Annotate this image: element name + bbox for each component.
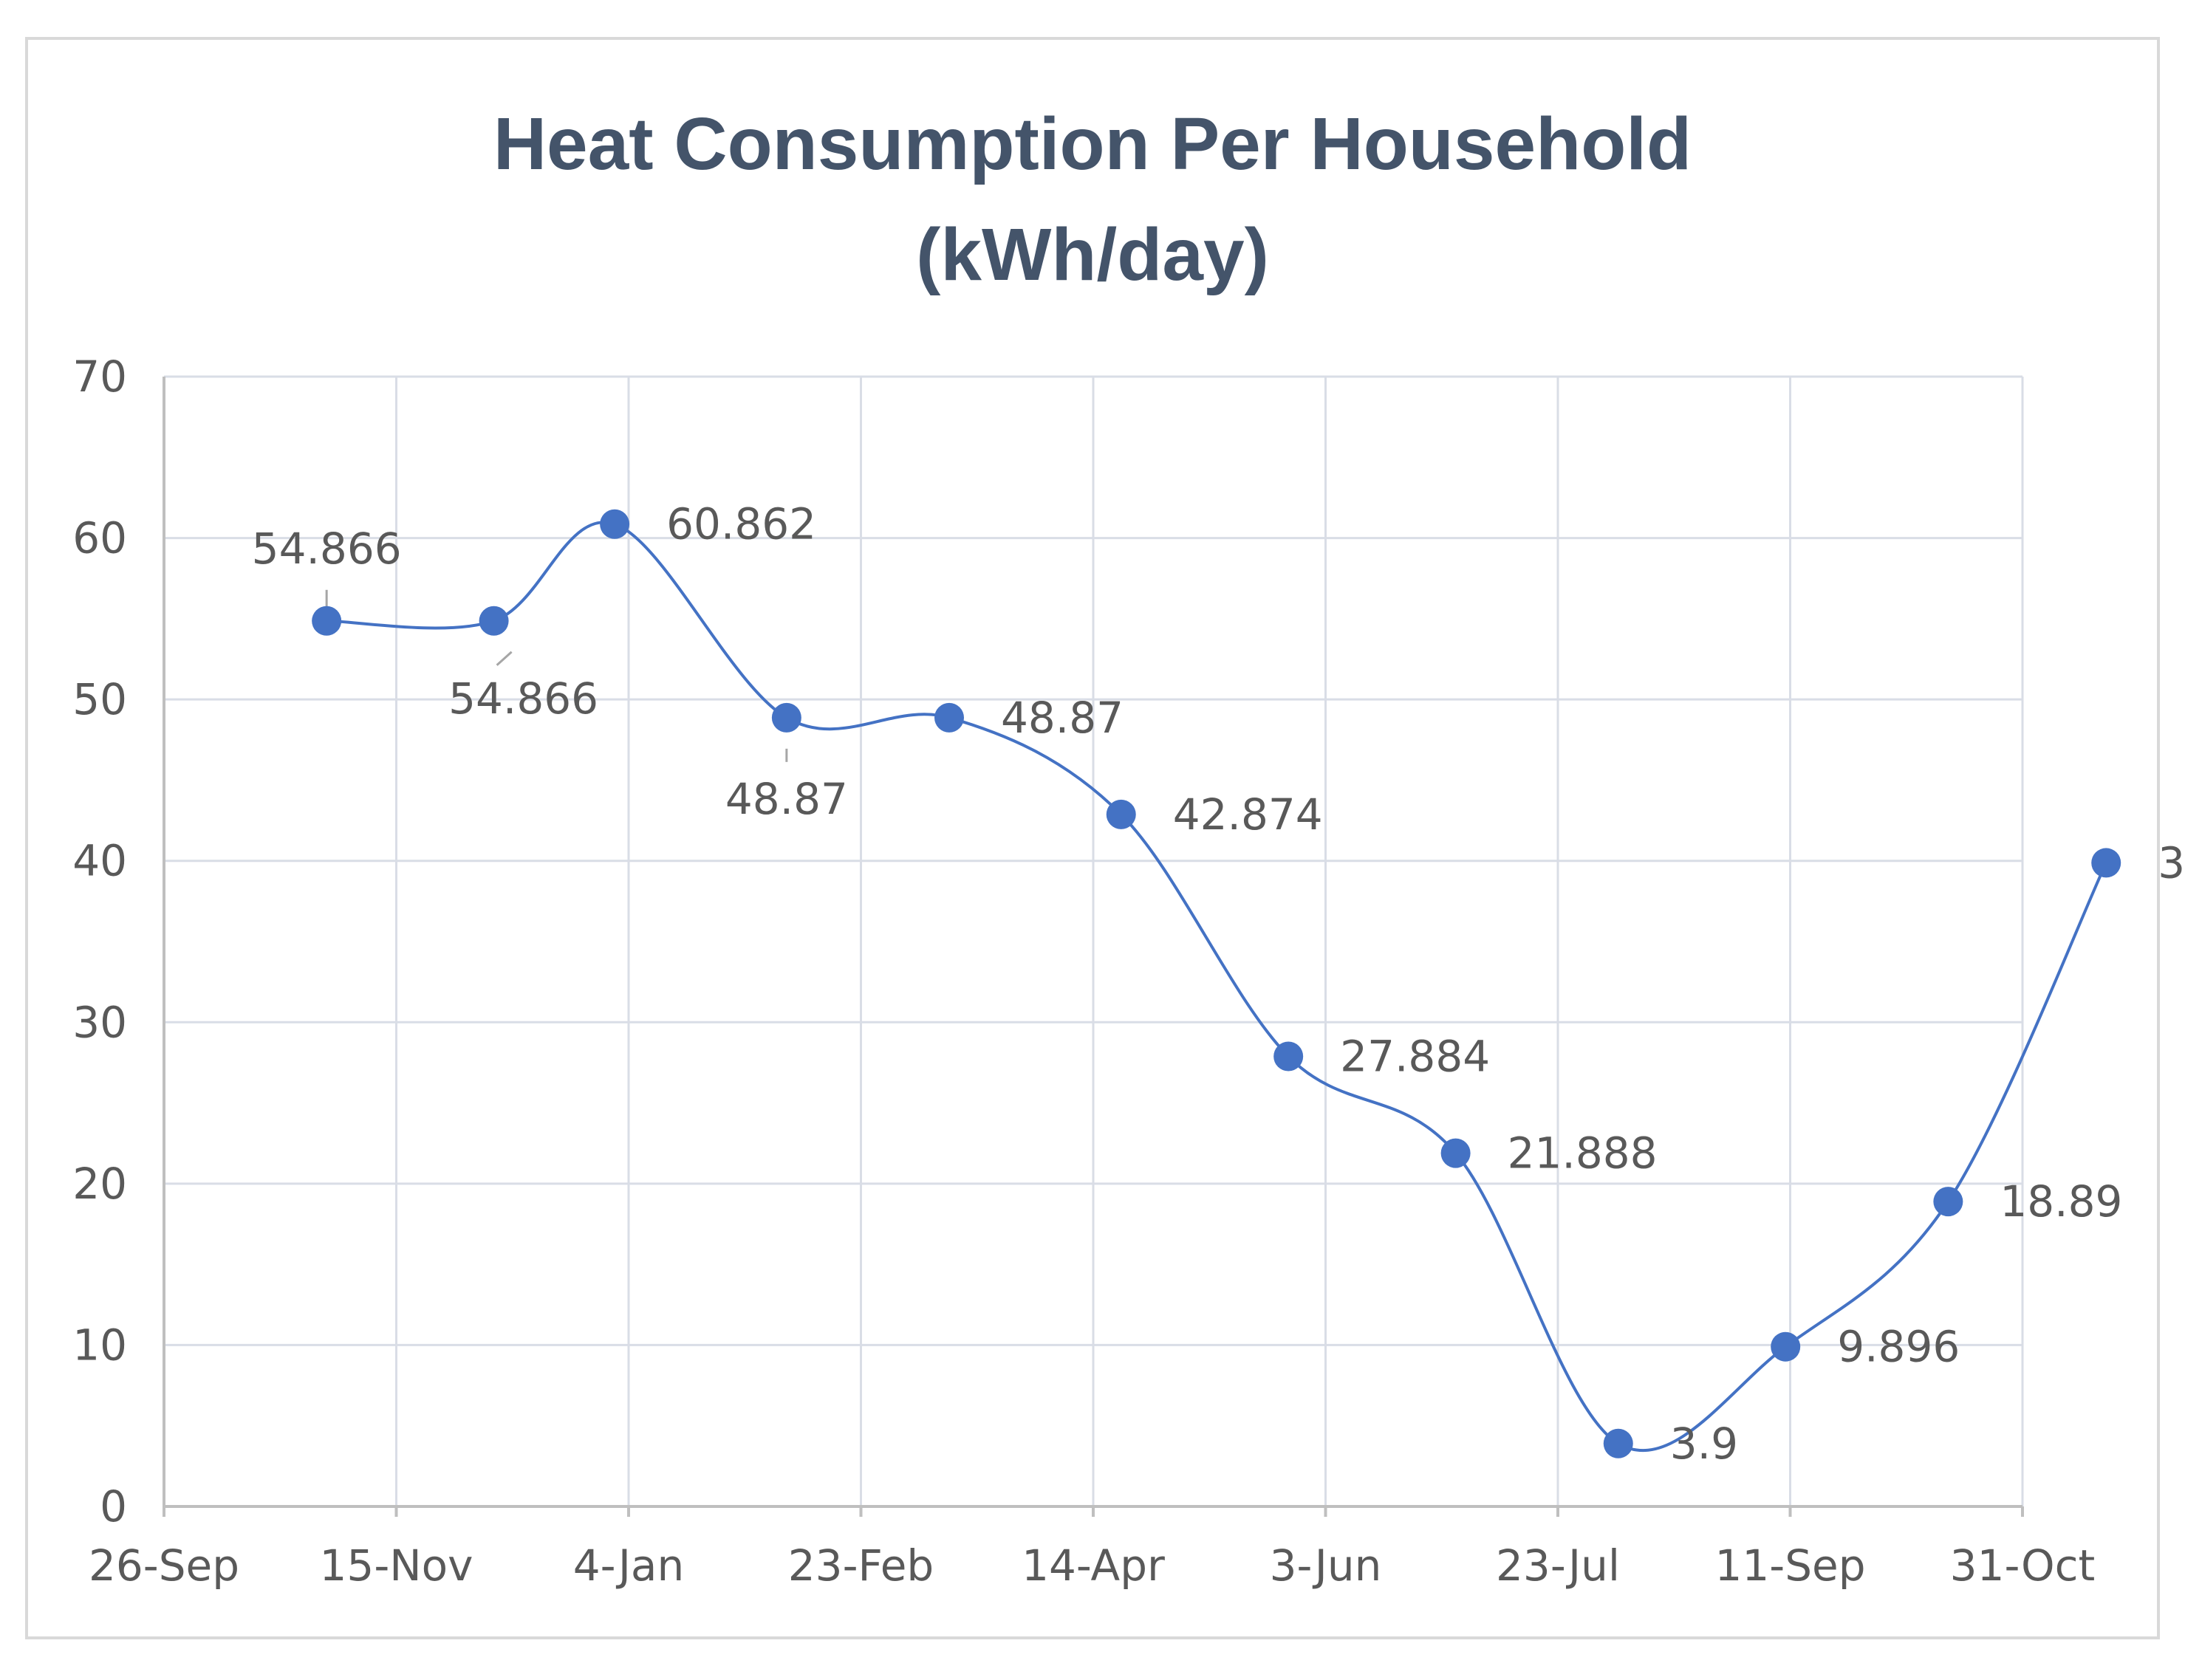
data-label: 48.87 bbox=[725, 774, 848, 824]
data-point bbox=[771, 702, 801, 733]
y-tick-label: 70 bbox=[72, 352, 127, 402]
y-tick-label: 40 bbox=[72, 836, 127, 886]
data-label: 60.862 bbox=[666, 499, 816, 549]
data-point bbox=[1273, 1041, 1304, 1072]
x-tick-label: 15-Nov bbox=[320, 1540, 473, 1591]
data-label: 54.866 bbox=[448, 673, 598, 724]
x-tick-label: 11-Sep bbox=[1714, 1540, 1865, 1591]
data-point bbox=[2091, 848, 2121, 878]
x-tick-label: 4-Jan bbox=[573, 1540, 684, 1591]
data-point bbox=[934, 702, 965, 733]
y-tick-label: 20 bbox=[72, 1159, 127, 1209]
data-point bbox=[1106, 799, 1136, 829]
y-tick-label: 30 bbox=[72, 997, 127, 1047]
data-point bbox=[312, 606, 342, 636]
data-point bbox=[1440, 1138, 1471, 1168]
x-tick-label: 3-Jun bbox=[1270, 1540, 1382, 1591]
data-label: 48.87 bbox=[1001, 693, 1124, 743]
data-point bbox=[600, 509, 630, 539]
data-label: 9.896 bbox=[1837, 1322, 1960, 1372]
data-point bbox=[479, 606, 509, 636]
x-tick-label: 23-Jul bbox=[1496, 1540, 1620, 1591]
data-label: 42.874 bbox=[1173, 789, 1323, 840]
data-point bbox=[1771, 1331, 1801, 1362]
data-label: 21.888 bbox=[1508, 1128, 1658, 1179]
x-tick-label: 31-Oct bbox=[1950, 1540, 2096, 1591]
data-point bbox=[1933, 1187, 1963, 1217]
y-tick-label: 10 bbox=[72, 1320, 127, 1370]
y-tick-label: 0 bbox=[100, 1481, 127, 1532]
x-tick-label: 23-Feb bbox=[788, 1540, 934, 1591]
y-tick-label: 60 bbox=[72, 513, 127, 563]
x-tick-label: 26-Sep bbox=[89, 1540, 239, 1591]
chart-title: Heat Consumption Per Household (kWh/day) bbox=[493, 103, 1692, 296]
data-label: 27.884 bbox=[1340, 1032, 1490, 1082]
data-label: 3.9 bbox=[1670, 1419, 1738, 1469]
data-label: 18.89 bbox=[2000, 1176, 2122, 1227]
series-line bbox=[326, 521, 2108, 1453]
x-tick-label: 14-Apr bbox=[1022, 1540, 1165, 1591]
data-label: 39.876 bbox=[2158, 837, 2185, 888]
data-label: 54.866 bbox=[252, 524, 402, 574]
y-tick-label: 50 bbox=[72, 674, 127, 724]
data-point bbox=[1603, 1428, 1633, 1458]
data-label-leader bbox=[496, 651, 513, 666]
